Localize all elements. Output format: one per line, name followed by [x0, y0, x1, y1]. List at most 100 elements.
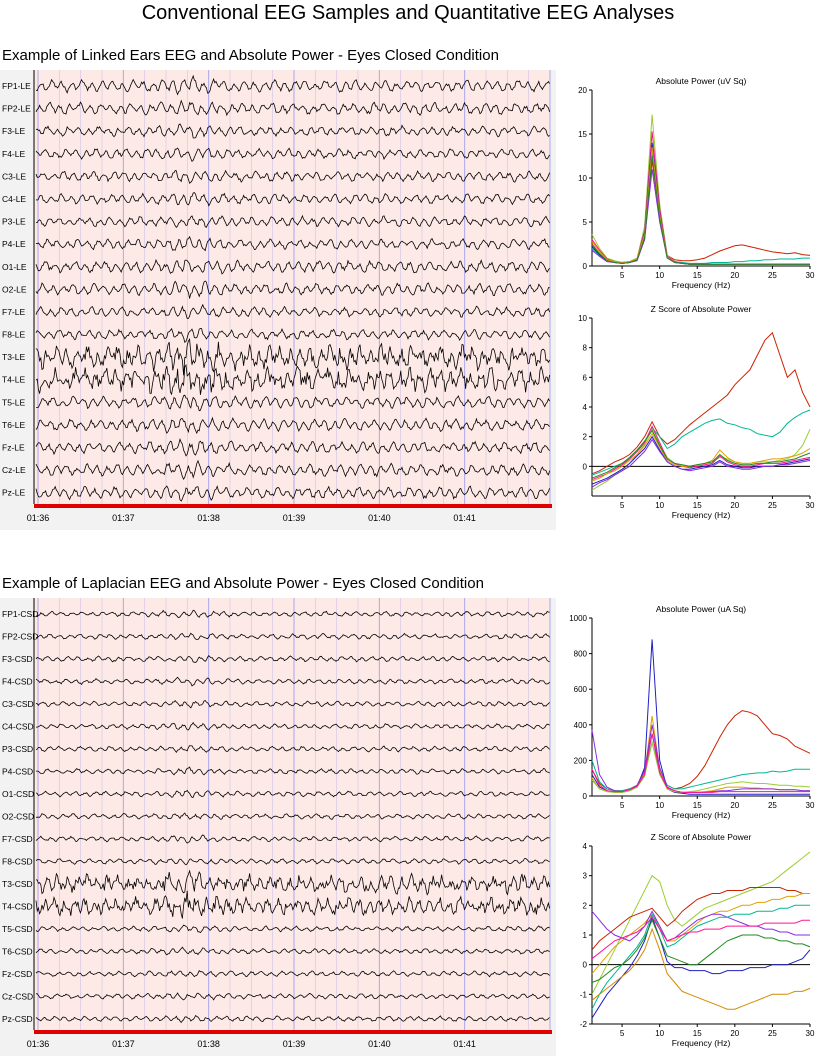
channel-label: O2-LE [2, 284, 27, 294]
x-tick-label: 30 [806, 1029, 815, 1038]
channel-label: T6-LE [2, 420, 25, 430]
x-axis-label: Frequency (Hz) [672, 510, 731, 520]
series-line-4 [591, 910, 810, 942]
x-tick-label: 15 [693, 801, 702, 810]
channel-label: T4-LE [2, 375, 25, 385]
series-line-5 [591, 904, 810, 1010]
series-line-2 [591, 151, 810, 264]
channel-label: O2-CSD [2, 811, 34, 821]
series-line-3 [591, 114, 810, 265]
series-line-2 [591, 740, 810, 792]
eeg-trace-cz-le [35, 459, 550, 481]
channel-label: P4-CSD [2, 766, 33, 776]
channel-label: Fz-CSD [2, 969, 32, 979]
eeg-trace-pz-csd [35, 1014, 550, 1024]
series-line-5 [591, 435, 811, 485]
series-line-4 [591, 715, 810, 793]
series-line-3 [591, 428, 811, 491]
eeg-trace-o2-csd [35, 812, 550, 820]
x-tick-label: 30 [806, 271, 815, 280]
channel-label: O1-LE [2, 262, 27, 272]
channel-label: T5-CSD [2, 924, 33, 934]
eeg-trace-t4-le [35, 364, 550, 396]
x-tick-label: 25 [768, 1029, 777, 1038]
x-tick-label: 5 [620, 1029, 625, 1038]
time-label: 01:38 [197, 513, 220, 523]
eeg-trace-c3-le [35, 169, 550, 184]
time-label: 01:37 [112, 1039, 135, 1049]
time-label: 01:39 [283, 1039, 306, 1049]
y-tick-label: 0 [583, 262, 588, 271]
eeg-trace-o1-csd [35, 789, 550, 798]
channel-label: FP1-LE [2, 81, 31, 91]
eeg-trace-p4-csd [36, 766, 550, 776]
time-label: 01:41 [453, 513, 476, 523]
eeg-trace-f8-csd [35, 857, 550, 866]
series-line-5 [591, 142, 810, 265]
channel-label: C3-LE [2, 171, 26, 181]
x-axis-label: Frequency (Hz) [672, 810, 731, 820]
channel-label: T5-LE [2, 397, 25, 407]
series-line-1 [591, 851, 811, 995]
x-tick-label: 25 [768, 501, 777, 510]
x-tick-label: 15 [693, 501, 702, 510]
channel-label: FP2-CSD [2, 631, 38, 641]
y-tick-label: 10 [578, 174, 587, 183]
eeg-trace-p4-le [35, 235, 550, 252]
channel-label: T4-CSD [2, 901, 33, 911]
series-line-8 [591, 155, 810, 265]
y-tick-label: 0 [583, 792, 588, 801]
eeg-trace-o1-le [35, 258, 550, 275]
series-line-9 [591, 927, 811, 1010]
y-tick-label: 6 [583, 373, 588, 382]
y-tick-label: -2 [580, 1020, 588, 1029]
x-tick-label: 10 [655, 1029, 664, 1038]
eeg-trace-f7-le [35, 303, 550, 319]
eeg-trace-t3-csd [35, 869, 550, 896]
channel-label: T6-CSD [2, 946, 33, 956]
x-tick-label: 10 [655, 271, 664, 280]
channel-label: P4-LE [2, 239, 26, 249]
eeg-trace-f3-csd [35, 654, 550, 663]
y-tick-label: 2 [583, 901, 588, 910]
series-line-8 [591, 429, 811, 479]
x-tick-label: 5 [620, 271, 625, 280]
x-tick-label: 10 [655, 801, 664, 810]
series-line-7 [591, 169, 810, 265]
channel-label: T3-CSD [2, 879, 33, 889]
series-line-8 [591, 918, 811, 983]
channel-label: P3-LE [2, 217, 26, 227]
x-tick-label: 25 [768, 271, 777, 280]
channel-label: F7-CSD [2, 834, 33, 844]
eeg-trace-pz-le [35, 485, 550, 502]
eeg-trace-t4-csd [35, 890, 550, 919]
channel-label: F7-LE [2, 307, 25, 317]
eeg-trace-f7-csd [35, 834, 550, 844]
section-title-laplacian: Example of Laplacian EEG and Absolute Po… [2, 575, 484, 592]
y-tick-label: 8 [583, 344, 588, 353]
series-line-2 [591, 887, 810, 951]
series-line-7 [591, 916, 810, 960]
channel-label: F4-CSD [2, 676, 33, 686]
y-tick-label: -1 [580, 990, 588, 999]
y-tick-label: 15 [578, 130, 587, 139]
time-bar [34, 1030, 552, 1034]
x-tick-label: 30 [806, 801, 815, 810]
y-tick-label: 600 [574, 685, 588, 694]
x-tick-label: 15 [693, 271, 702, 280]
channel-label: Fz-LE [2, 443, 25, 453]
time-label: 01:37 [112, 513, 135, 523]
channel-label: F3-CSD [2, 654, 33, 664]
eeg-panel-linked-ears: FP1-LE FP2-LE F3-LE F4-LE C3-LE C4-LE P3-LE P4-… [0, 70, 556, 530]
channel-label: F8-LE [2, 330, 25, 340]
eeg-trace-p3-csd [35, 745, 550, 754]
channel-label: Cz-CSD [2, 991, 33, 1001]
series-line-7 [591, 438, 811, 488]
channel-label: F8-CSD [2, 856, 33, 866]
eeg-trace-t5-csd [35, 924, 550, 934]
channel-label: Pz-LE [2, 488, 25, 498]
eeg-trace-c3-csd [35, 699, 550, 709]
eeg-trace-t5-le [35, 394, 550, 412]
channel-label: C4-LE [2, 194, 26, 204]
chart-title: Absolute Power (uA Sq) [656, 604, 746, 614]
